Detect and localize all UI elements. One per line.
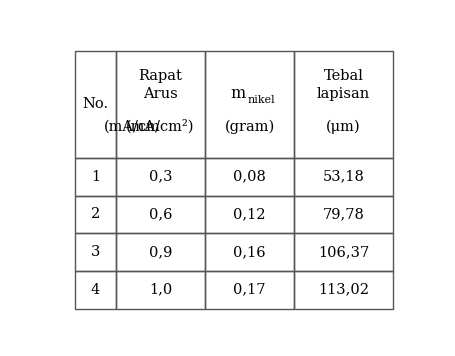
Text: 53,18: 53,18	[322, 170, 364, 184]
Text: 4: 4	[91, 283, 100, 297]
Text: Tebal
lapisan: Tebal lapisan	[316, 69, 369, 101]
Text: 0,6: 0,6	[148, 208, 172, 221]
Text: 2: 2	[91, 208, 100, 221]
Bar	[75, 158, 116, 195]
Text: 79,78: 79,78	[322, 208, 364, 221]
Text: 0,9: 0,9	[148, 245, 172, 259]
Text: 0,3: 0,3	[148, 170, 172, 184]
Text: 0,16: 0,16	[233, 245, 265, 259]
Bar	[116, 51, 205, 158]
Text: 1: 1	[91, 170, 100, 184]
Text: Rapat
Arus: Rapat Arus	[138, 69, 182, 101]
Text: (μm): (μm)	[325, 119, 360, 134]
Bar	[205, 271, 293, 309]
Bar	[293, 51, 392, 158]
Text: 0,08: 0,08	[233, 170, 265, 184]
Text: 113,02: 113,02	[317, 283, 368, 297]
Bar	[116, 271, 205, 309]
Bar	[293, 233, 392, 271]
Bar	[75, 195, 116, 233]
Bar	[205, 233, 293, 271]
Bar	[205, 51, 293, 158]
Bar	[75, 233, 116, 271]
Text: m: m	[230, 85, 246, 102]
Bar	[293, 271, 392, 309]
Bar	[293, 195, 392, 233]
Text: 1,0: 1,0	[149, 283, 172, 297]
Bar	[75, 51, 116, 158]
Text: 0,12: 0,12	[233, 208, 265, 221]
Text: 3: 3	[91, 245, 100, 259]
Text: nikel: nikel	[248, 95, 275, 105]
Bar	[116, 233, 205, 271]
Text: (gram): (gram)	[224, 119, 274, 134]
Bar	[116, 158, 205, 195]
Bar	[205, 158, 293, 195]
Text: No.: No.	[82, 98, 108, 111]
Bar	[293, 158, 392, 195]
Bar	[116, 195, 205, 233]
Bar	[75, 271, 116, 309]
Text: (mA/cm²): (mA/cm²)	[126, 119, 194, 134]
Text: 106,37: 106,37	[317, 245, 368, 259]
Text: (mA/cm: (mA/cm	[103, 119, 160, 134]
Text: 0,17: 0,17	[233, 283, 265, 297]
Bar	[205, 195, 293, 233]
